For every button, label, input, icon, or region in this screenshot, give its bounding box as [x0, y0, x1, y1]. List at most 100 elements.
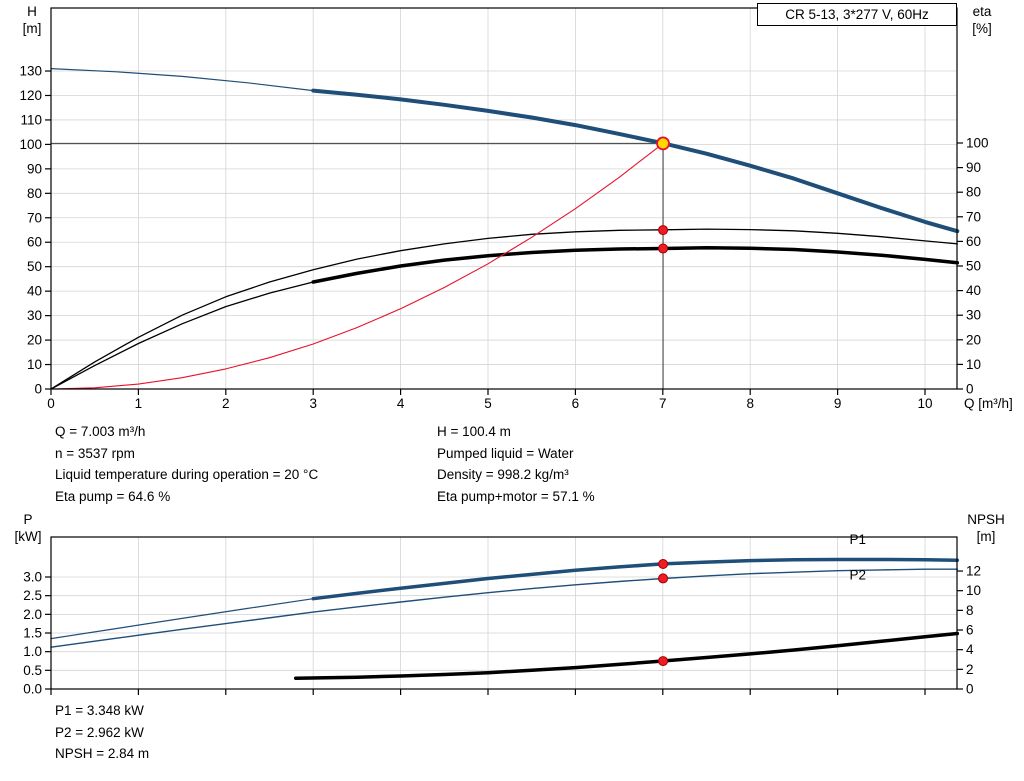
- head-axis-title: H [m]: [14, 3, 50, 37]
- left-tick-label: 10: [27, 357, 42, 372]
- info-eta-pump-motor: Eta pump+motor = 57.1 %: [437, 488, 595, 504]
- left-tick-label: 2.0: [23, 607, 42, 622]
- p2-label: P2: [849, 568, 866, 583]
- npsh-point: [658, 656, 669, 667]
- left-tick-label: 120: [19, 88, 42, 103]
- head-axis-unit: [m]: [22, 21, 42, 36]
- right-tick-label: 6: [966, 623, 974, 638]
- left-tick-label: 0.0: [23, 682, 42, 697]
- right-tick-label: 2: [966, 662, 974, 677]
- right-tick-label: 20: [966, 332, 981, 347]
- p2-point: [658, 573, 669, 584]
- left-tick-label: 0.5: [23, 663, 42, 678]
- left-tick-label: 70: [27, 210, 42, 225]
- power-npsh-chart: 0.0 0.5 1.0 1.5 2.0 2.5 3.0 0 2 4 6 8 10 12 P1 P2: [23, 532, 981, 697]
- x-tick-label: 2: [222, 396, 230, 411]
- left-tick-label: 0: [34, 382, 42, 397]
- power-info: P1 = 3.348 kW P2 = 2.962 kW NPSH = 2.84 …: [55, 700, 149, 765]
- info-pumped-liquid: Pumped liquid = Water: [437, 445, 574, 461]
- right-tick-label: 70: [966, 209, 981, 224]
- p1-label: P1: [849, 532, 866, 547]
- right-tick-label: 12: [966, 564, 981, 579]
- right-tick-label: 50: [966, 259, 981, 274]
- left-tick-label: 130: [19, 64, 42, 79]
- right-tick-label: 4: [966, 642, 974, 657]
- p1-point: [658, 559, 669, 570]
- x-tick-label: 8: [746, 396, 754, 411]
- p1-curve-thin: [50, 598, 314, 640]
- left-tick-label: 3.0: [23, 570, 42, 585]
- left-tick-label: 110: [20, 112, 42, 127]
- left-tick-label: 40: [27, 284, 42, 299]
- plot-frame: [50, 536, 958, 690]
- p2-curve: [50, 568, 958, 648]
- plot-frame: [50, 7, 958, 390]
- x-tick-label: 0: [47, 396, 55, 411]
- head-curve-thin: [50, 67, 314, 92]
- info-liquid-temperature: Liquid temperature during operation = 20…: [55, 467, 319, 482]
- npsh-axis-symbol: NPSH: [967, 512, 1005, 527]
- npsh-curve: [293, 631, 960, 680]
- info-head: H = 100.4 m: [437, 424, 511, 439]
- eta-axis-symbol: eta: [972, 4, 992, 19]
- x-tick-label: 5: [484, 396, 492, 411]
- x-tick-label: 6: [572, 396, 580, 411]
- right-tick-label: 0: [966, 682, 974, 697]
- right-tick-label: 30: [966, 308, 981, 323]
- p1-curve: [311, 557, 960, 601]
- head-axis-symbol: H: [27, 4, 37, 19]
- right-tick-label: 10: [966, 357, 981, 372]
- eta-pump-curve: [50, 228, 958, 390]
- power-axis-title: P [kW]: [6, 511, 50, 545]
- left-tick-label: 2.5: [23, 588, 42, 603]
- duty-point: [656, 136, 670, 151]
- system-curve: [50, 142, 664, 390]
- left-tick-label: 60: [27, 235, 42, 250]
- right-tick-label: 100: [966, 136, 989, 151]
- power-axis-unit: [kW]: [14, 529, 42, 544]
- duty-info-right: H = 100.4 m Pumped liquid = Water Densit…: [437, 421, 595, 507]
- x-tick-label: 1: [135, 396, 143, 411]
- left-tick-label: 1.0: [23, 644, 42, 659]
- left-tick-label: 50: [27, 259, 42, 274]
- power-axis-symbol: P: [23, 512, 33, 527]
- x-tick-label: 9: [834, 396, 842, 411]
- eta-pump-motor-curve-thin: [50, 281, 314, 390]
- npsh-axis-unit: [m]: [976, 529, 996, 544]
- left-tick-label: 100: [19, 137, 42, 152]
- x-tick-label: 4: [397, 396, 405, 411]
- left-tick-label: 90: [27, 161, 42, 176]
- x-tick-label: 7: [659, 396, 667, 411]
- left-tick-label: 1.5: [23, 626, 42, 641]
- left-tick-label: 20: [27, 333, 42, 348]
- info-npsh: NPSH = 2.84 m: [55, 746, 150, 761]
- pump-title-box: CR 5-13, 3*277 V, 60Hz: [757, 3, 957, 26]
- x-tick-label: 3: [309, 396, 317, 411]
- eta-pump-point: [658, 225, 669, 236]
- left-tick-label: 80: [27, 186, 42, 201]
- info-density: Density = 998.2 kg/m³: [437, 467, 569, 482]
- right-tick-label: 80: [966, 185, 981, 200]
- right-tick-label: 0: [966, 382, 974, 397]
- info-speed: n = 3537 rpm: [55, 445, 135, 461]
- x-axis-label: Q [m³/h]: [964, 396, 1013, 411]
- duty-info-left: Q = 7.003 m³/h n = 3537 rpm Liquid tempe…: [55, 421, 318, 507]
- x-tick-label: 10: [917, 396, 932, 411]
- pump-title: CR 5-13, 3*277 V, 60Hz: [785, 7, 929, 22]
- info-eta-pump: Eta pump = 64.6 %: [55, 488, 171, 504]
- right-tick-label: 60: [966, 234, 981, 249]
- right-tick-label: 8: [966, 603, 974, 618]
- eta-pump-motor-point: [658, 243, 669, 254]
- info-p1: P1 = 3.348 kW: [55, 703, 144, 718]
- head-curve: [311, 88, 960, 234]
- eta-axis-unit: [%]: [972, 21, 992, 36]
- right-tick-label: 10: [966, 583, 981, 598]
- right-tick-label: 90: [966, 160, 981, 175]
- info-p2: P2 = 2.962 kW: [55, 724, 144, 740]
- npsh-axis-title: NPSH [m]: [956, 511, 1016, 545]
- right-tick-label: 40: [966, 283, 981, 298]
- left-tick-label: 30: [27, 308, 42, 323]
- eta-axis-title: eta [%]: [962, 3, 1002, 37]
- info-flow: Q = 7.003 m³/h: [55, 424, 146, 439]
